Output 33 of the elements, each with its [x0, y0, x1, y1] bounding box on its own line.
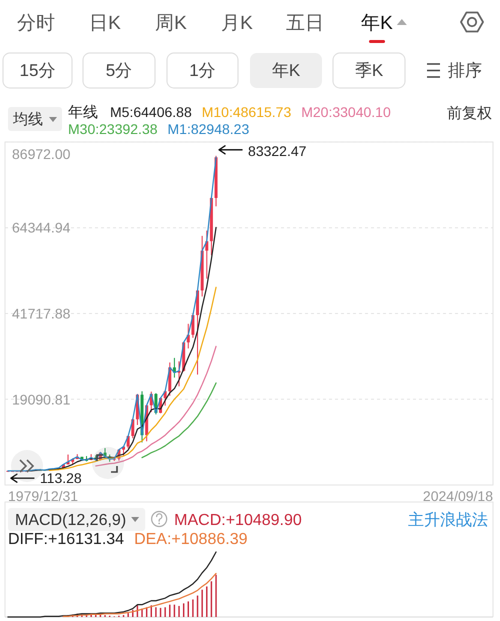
y-tick-label: 64344.94 — [12, 220, 71, 236]
text: M30:23392.38 — [68, 121, 158, 137]
text: 15分 — [20, 61, 56, 80]
text: 1分 — [189, 61, 216, 80]
text: 日K — [89, 13, 122, 34]
text: 1979/12/31 — [8, 488, 78, 504]
text: DIFF:+16131.34 — [8, 531, 124, 548]
y-tick-label: 41717.88 — [12, 306, 71, 322]
text: 2024/09/18 — [422, 488, 494, 504]
text: 季K — [354, 61, 384, 80]
y-tick-label: 86972.00 — [12, 146, 71, 162]
annotation: 113.28 — [40, 470, 82, 486]
text: M5:64406.88 — [110, 104, 192, 120]
text: 周K — [155, 13, 188, 34]
text: M20:33040.10 — [301, 104, 391, 120]
text: M10:48615.73 — [202, 104, 292, 120]
text: 83322.47 — [248, 142, 307, 159]
text: 排序 — [448, 61, 482, 80]
text: 月K — [221, 13, 254, 34]
text: 5分 — [106, 61, 132, 80]
y-tick-label: 19090.81 — [12, 391, 71, 408]
text: 分时 — [17, 13, 55, 34]
chart-title: MACD(12,26,9) — [15, 512, 126, 529]
text: 均线 — [12, 111, 43, 128]
text: DEA:+10886.39 — [134, 531, 248, 548]
text: MACD:+10489.90 — [174, 512, 302, 529]
text: 主升浪战法 — [408, 511, 488, 529]
legend-title: 年线 — [68, 104, 98, 121]
text: 前复权 — [447, 105, 492, 122]
text: 五日 — [286, 13, 324, 34]
text: 年K — [272, 61, 301, 80]
text: M1:82948.23 — [168, 121, 250, 137]
text: 年K — [361, 13, 394, 34]
